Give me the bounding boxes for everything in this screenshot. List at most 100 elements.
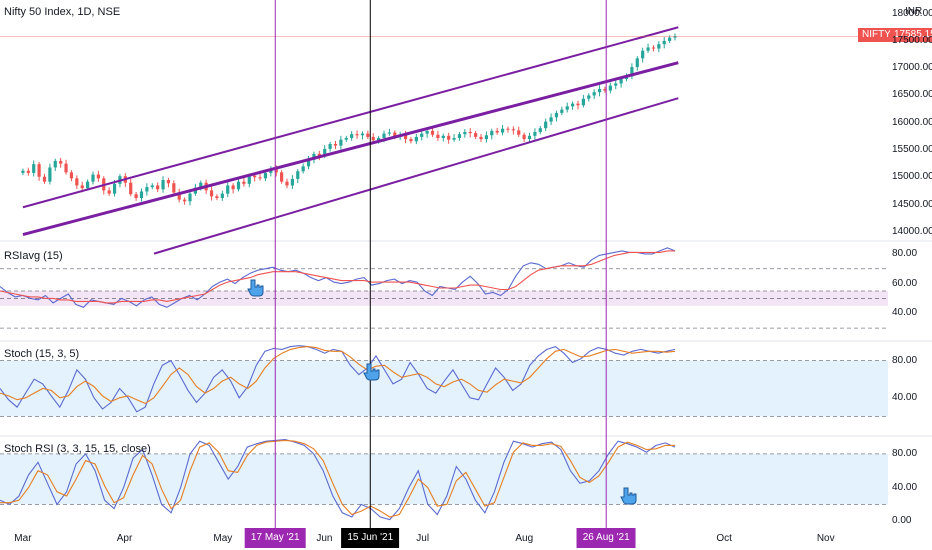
price-pane-title: Nifty 50 Index, 1D, NSE — [4, 6, 121, 18]
candle-body — [344, 138, 348, 140]
x-axis-label: Nov — [816, 533, 835, 544]
x-axis-label: Jun — [316, 533, 333, 544]
candle-body — [199, 182, 203, 188]
candle-body — [393, 132, 397, 137]
candle-body — [285, 181, 289, 186]
candle-body — [48, 167, 52, 182]
candle-body — [673, 36, 677, 38]
candle-body — [382, 133, 386, 138]
candle-body — [409, 139, 413, 142]
stoch-band-fill — [0, 453, 888, 505]
candle-body — [86, 181, 90, 189]
candle-body — [339, 139, 343, 146]
hand-pointer-icon — [363, 363, 380, 381]
channel-line-upper — [22, 26, 679, 209]
candle-body — [436, 134, 440, 138]
candle-body — [59, 160, 63, 164]
stoch-band-fill — [0, 360, 888, 417]
price-y-tick: 18000.00 — [892, 7, 932, 19]
osc-y-tick: 60.00 — [892, 277, 918, 289]
candle-body — [517, 130, 521, 135]
candle-body — [430, 130, 435, 135]
price-y-tick: 17000.00 — [892, 62, 932, 74]
candle-body — [112, 183, 117, 194]
candle-body — [538, 128, 542, 132]
candle-body — [161, 180, 165, 190]
candle-body — [150, 185, 154, 188]
channel-line-middle — [22, 61, 679, 236]
candle-body — [447, 135, 451, 140]
candle-body — [668, 37, 672, 41]
candle-body — [619, 79, 623, 84]
candle-body — [641, 50, 645, 59]
candle-body — [274, 169, 278, 173]
candle-body — [355, 134, 359, 136]
candle-body — [592, 92, 596, 96]
candle-body — [139, 191, 144, 198]
osc-y-tick: 80.00 — [892, 447, 918, 459]
candle-body — [317, 153, 321, 156]
candle-body — [236, 181, 241, 190]
candle-body — [463, 132, 467, 135]
candle-body — [522, 134, 526, 140]
price-y-tick: 17500.00 — [892, 34, 932, 46]
osc-series-line — [0, 438, 676, 521]
candle-body — [69, 172, 74, 179]
candle-body — [565, 106, 569, 110]
candle-body — [560, 109, 564, 113]
candle-body — [457, 134, 462, 138]
osc-series-line — [0, 346, 676, 405]
candle-body — [53, 160, 57, 168]
candle-body — [360, 133, 365, 136]
candle-body — [247, 175, 251, 184]
candle-body — [635, 58, 639, 68]
candle-body — [603, 88, 607, 91]
candle-body — [425, 130, 429, 134]
x-axis-label: Mar — [14, 533, 32, 544]
candle-body — [468, 132, 472, 134]
x-axis-label: May — [213, 533, 233, 544]
hand-pointer-icon — [620, 487, 637, 505]
candle-body — [263, 172, 268, 179]
candle-body — [576, 103, 580, 106]
candle-body — [107, 190, 111, 194]
candle-body — [441, 135, 445, 138]
candle-body — [91, 174, 95, 182]
candle-body — [26, 170, 30, 173]
candle-body — [231, 185, 235, 190]
price-y-tick: 16000.00 — [892, 116, 932, 128]
date-marker-tag: 15 Jun '21 — [341, 528, 400, 548]
candle-body — [587, 95, 591, 99]
candle-body — [290, 178, 294, 186]
candle-body — [75, 178, 79, 186]
candle-body — [527, 135, 532, 140]
candle-body — [554, 112, 559, 118]
candle-body — [166, 180, 171, 184]
osc-y-tick: 40.00 — [892, 307, 918, 319]
candle-body — [253, 175, 257, 178]
rsi-pane-title: RSIavg (15) — [4, 250, 63, 262]
candle-body — [490, 130, 494, 136]
candle-body — [323, 148, 327, 156]
candle-body — [571, 103, 575, 107]
candle-body — [511, 129, 515, 131]
date-marker-tag: 17 May '21 — [244, 528, 306, 548]
price-y-tick: 14000.00 — [892, 225, 932, 237]
osc-series-line — [0, 250, 675, 304]
candle-body — [21, 170, 25, 173]
candle-body — [533, 132, 537, 136]
candle-body — [420, 133, 424, 137]
stochrsi-pane-title: Stoch RSI (3, 3, 15, 15, close) — [4, 443, 151, 455]
candle-body — [183, 199, 187, 202]
candle-body — [188, 193, 192, 202]
osc-y-tick: 80.00 — [892, 354, 918, 366]
stoch-pane-title: Stoch (15, 3, 5) — [4, 348, 80, 360]
candle-body — [657, 44, 661, 49]
osc-series-line — [0, 345, 676, 413]
candle-body — [608, 85, 612, 91]
candle-body — [597, 88, 602, 93]
candle-body — [301, 166, 305, 172]
candle-body — [177, 192, 181, 200]
osc-y-tick: 40.00 — [892, 391, 918, 403]
